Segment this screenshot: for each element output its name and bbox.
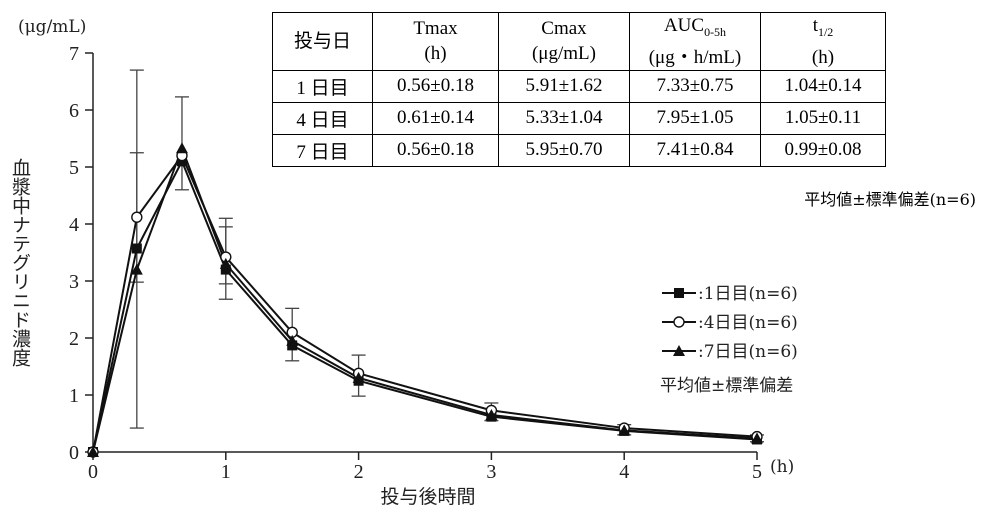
table-note: 平均値±標準偏差(n=6) [804,190,976,209]
table-cell: 4 日目 [272,101,373,135]
x-tick-label: 4 [619,461,629,483]
series-line [92,153,758,453]
table-cell: 7 日目 [272,133,373,167]
table-cell: 0.56±0.18 [372,133,499,167]
series-lines [92,145,758,453]
series-markers [87,142,763,458]
table-cell: 0.61±0.14 [372,101,499,135]
data-point [219,257,232,269]
table-cell: 0.99±0.08 [760,133,886,167]
y-tick-label: 1 [69,385,79,407]
y-tick-label: 7 [69,43,79,65]
data-point [220,264,231,275]
header-tmax: Tmax (h) [372,12,499,71]
data-point [175,142,188,154]
table-cell: 7.33±0.75 [629,69,761,103]
y-tick-label: 0 [69,442,79,464]
table-row: 1 日目 0.56±0.18 5.91±1.62 7.33±0.75 1.04±… [272,69,886,103]
table-cell: 1 日目 [272,69,373,103]
data-point [352,371,365,383]
y-unit-label: (μg/mL) [18,17,86,37]
table-cell: 7.41±0.84 [629,133,761,167]
x-tick-label: 0 [88,461,98,483]
data-point [286,334,299,346]
x-tick-label: 3 [486,461,496,483]
data-point [131,211,143,223]
data-point [131,243,142,254]
table-cell: 0.56±0.18 [372,69,499,103]
x-axis-label: 投与後時間 [380,486,475,508]
y-tick-label: 4 [69,214,79,236]
table-cell: 5.33±1.04 [498,101,630,135]
data-point [751,432,763,444]
y-axis-label: 血漿中ナテグリニド濃度 [9,158,31,367]
legend-marker [674,288,684,298]
series-line [92,145,758,453]
legend-label: :7日目(n=6) [698,342,798,362]
y-tick-label: 2 [69,328,79,350]
table-cell: 5.95±0.70 [498,133,630,167]
x-ticks: 0 1 2 3 4 5 [88,452,762,483]
x-tick-label: 1 [221,461,231,483]
header-half-life: t1/2 (h) [760,12,886,71]
legend-note: 平均値±標準偏差 [660,376,793,396]
x-unit-label: (h) [770,457,794,477]
x-tick-label: 5 [752,461,762,483]
legend-marker [673,316,685,328]
header-auc: AUC0-5h (μg・h/mL) [629,12,761,71]
y-tick-label: 3 [69,271,79,293]
axes [92,53,757,453]
series-line [92,158,758,453]
table-row: 7 日目 0.56±0.18 5.95±0.70 7.41±0.84 0.99±… [272,133,886,167]
pk-parameter-table: 投与日 Tmax (h) Cmax (μg/mL) AUC0-5h (μg・h/mL)… [272,12,886,167]
legend-label: :4日目(n=6) [698,313,798,333]
legend-label: :1日目(n=6) [698,284,798,304]
table-cell: 1.05±0.11 [760,101,886,135]
table-row: 4 日目 0.61±0.14 5.33±1.04 7.95±1.05 1.05±… [272,101,886,135]
y-tick-label: 6 [69,100,79,122]
data-point [130,263,143,275]
data-point [618,424,631,436]
data-point [87,446,99,457]
data-point [485,408,498,420]
table-cell: 7.95±1.05 [629,101,761,135]
table-cell: 5.91±1.62 [498,69,630,103]
legend-marker [673,345,685,356]
header-cmax: Cmax (μg/mL) [498,12,630,71]
header-dosing-day: 投与日 [272,12,373,71]
legend: :1日目(n=6) :4日目(n=6) :7日目(n=6) [662,284,798,362]
table-header-row: 投与日 Tmax (h) Cmax (μg/mL) AUC0-5h (μg・h/mL)… [272,12,886,71]
y-ticks: 0 1 2 3 4 5 6 7 [69,43,93,464]
y-tick-label: 5 [69,157,79,179]
x-tick-label: 2 [354,461,364,483]
table-cell: 1.04±0.14 [760,69,886,103]
